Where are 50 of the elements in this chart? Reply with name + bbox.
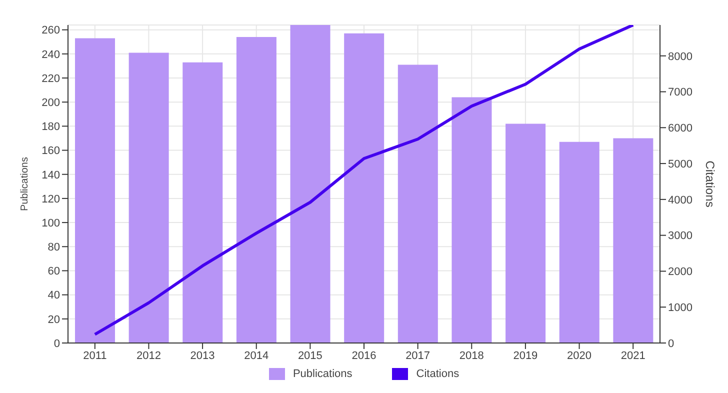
y-tick-label: 0 [54, 338, 60, 350]
bar [128, 52, 169, 343]
y2-tick-label: 6000 [668, 122, 692, 135]
y-tick-label: 80 [48, 242, 60, 254]
y-tick-label: 140 [42, 169, 60, 182]
x-tick-label: 2011 [83, 350, 107, 362]
bar [398, 64, 438, 343]
legend-label: Citations [416, 368, 460, 380]
x-tick-label: 2012 [136, 350, 161, 362]
y2-tick-label: 5000 [668, 158, 692, 170]
x-tick-label: 2018 [459, 350, 484, 362]
bar [290, 25, 330, 343]
y2-tick-label: 8000 [668, 50, 692, 63]
y-tick-label: 40 [48, 290, 60, 302]
y2-tick-label: 4000 [668, 194, 692, 206]
y2-tick-label: 7000 [668, 86, 692, 99]
x-tick-label: 2021 [620, 350, 646, 362]
bar [613, 138, 654, 343]
y-tick-label: 240 [42, 48, 60, 61]
x-tick-label: 2014 [244, 350, 269, 362]
x-tick-label: 2016 [352, 350, 376, 362]
y2-tick-label: 2000 [668, 266, 692, 278]
y-tick-label: 160 [42, 145, 60, 158]
bar [75, 38, 115, 343]
x-tick-label: 2020 [567, 350, 592, 362]
bar [182, 62, 223, 343]
y-tick-label: 20 [48, 314, 60, 326]
y2-axis-title: Citations [702, 160, 717, 208]
x-tick-label: 2017 [406, 350, 430, 362]
line-series [93, 25, 635, 336]
y-tick-label: 100 [42, 217, 60, 230]
y-tick-label: 120 [42, 193, 60, 206]
y-tick-label: 60 [48, 266, 60, 278]
legend-label: Publications [292, 368, 352, 380]
x-tick-label: 2013 [190, 350, 215, 362]
y-tick-label: 220 [42, 72, 60, 85]
bar [506, 124, 546, 343]
y-tick-label: 260 [42, 24, 60, 37]
y2-tick-label: 0 [668, 338, 674, 350]
x-tick-label: 2019 [513, 350, 538, 362]
bar [344, 33, 384, 343]
bar [236, 37, 276, 343]
y-tick-label: 180 [42, 121, 60, 134]
y2-tick-label: 3000 [668, 230, 692, 242]
bar [559, 142, 600, 343]
y-axis-title: Publications [20, 157, 31, 211]
x-tick-label: 2015 [298, 350, 322, 362]
y2-tick-label: 1000 [668, 302, 692, 314]
bar [452, 97, 492, 343]
y-tick-label: 200 [42, 96, 60, 109]
